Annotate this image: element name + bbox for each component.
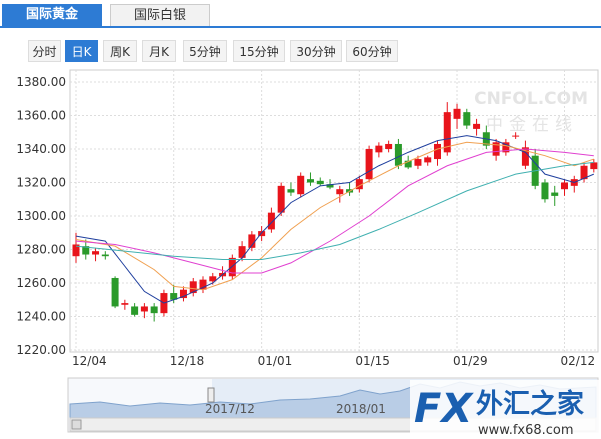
candle-body — [394, 143, 402, 166]
tab[interactable]: 国际黄金 — [2, 4, 102, 26]
candle-body — [131, 306, 139, 315]
watermark-name: 中金在线 — [486, 115, 578, 135]
candle-body — [492, 142, 500, 156]
candle-body — [355, 179, 363, 190]
x-tick-label: 01/29 — [453, 354, 488, 368]
plot-area — [69, 69, 599, 353]
candle-body — [150, 306, 158, 314]
y-tick-label: 1240.00 — [16, 310, 66, 324]
candle-body — [92, 251, 100, 255]
candle-body — [541, 182, 549, 200]
candle-body — [424, 157, 432, 163]
tab[interactable]: 国际白银 — [110, 4, 210, 26]
candle-body — [228, 257, 236, 277]
candle-body — [72, 244, 80, 257]
period-button[interactable]: 15分钟 — [233, 40, 285, 62]
moving-average-line — [75, 141, 594, 291]
y-tick-label: 1260.00 — [16, 276, 66, 290]
candle-body — [258, 231, 266, 237]
logo-url: www.fx68.com — [478, 423, 574, 438]
candle-body — [248, 234, 256, 248]
y-tick-label: 1360.00 — [16, 109, 66, 123]
y-tick-label: 1220.00 — [16, 343, 66, 357]
candle-body — [463, 112, 471, 126]
moving-average-line — [75, 148, 594, 274]
candle-body — [336, 189, 344, 195]
candle-body — [82, 246, 90, 255]
watermark-brand: CNFOL.COM — [474, 89, 588, 109]
candle-body — [209, 276, 217, 282]
candle-body — [590, 162, 598, 170]
candle-body — [267, 212, 275, 230]
period-button[interactable]: 月K — [142, 40, 176, 62]
logo-name: 外汇之家 — [476, 388, 584, 420]
candle-body — [414, 159, 422, 166]
candle-body — [433, 143, 441, 160]
candle-body — [326, 184, 334, 188]
candle-body — [277, 185, 285, 213]
period-button[interactable]: 5分钟 — [183, 40, 227, 62]
navigator-handle[interactable] — [207, 387, 215, 403]
candle-body — [287, 189, 295, 193]
logo-bg — [410, 380, 601, 439]
candle-body — [580, 165, 588, 180]
period-button[interactable]: 30分钟 — [290, 40, 342, 62]
candle-body — [502, 142, 510, 153]
candle-body — [443, 112, 451, 153]
x-tick-label: 01/15 — [355, 354, 390, 368]
candle-body — [238, 246, 246, 258]
candle-body — [375, 145, 383, 153]
x-tick-label: 02/12 — [561, 354, 596, 368]
candle-body — [297, 175, 305, 195]
candle-body — [306, 179, 314, 183]
period-button[interactable]: 分时 — [28, 40, 61, 62]
candle-body — [521, 147, 529, 166]
candle-body — [189, 281, 197, 294]
logo: FX 外汇之家 www.fx68.com — [410, 380, 601, 439]
moving-average-line — [75, 161, 594, 261]
candle-body — [365, 149, 373, 180]
candle-body — [512, 135, 520, 137]
period-button[interactable]: 60分钟 — [346, 40, 398, 62]
x-tick-label: 12/18 — [170, 354, 205, 368]
candle-body — [385, 143, 393, 149]
candle-body — [316, 180, 324, 185]
period-button[interactable]: 日K — [65, 40, 98, 62]
candle-body — [453, 108, 461, 119]
navigator-label: 2017/12 — [205, 402, 255, 416]
candle-body — [140, 306, 148, 312]
candle-body — [551, 192, 559, 196]
candle-body — [199, 279, 207, 290]
candle-body — [179, 289, 187, 299]
y-tick-label: 1380.00 — [16, 75, 66, 89]
candle-body — [404, 160, 412, 168]
y-tick-label: 1340.00 — [16, 142, 66, 156]
navigator-label: 2018/01 — [336, 402, 386, 416]
x-tick-label: 12/04 — [72, 354, 107, 368]
x-tick-label: 01/01 — [258, 354, 293, 368]
y-tick-label: 1300.00 — [16, 209, 66, 223]
candle-body — [101, 254, 109, 257]
candle-body — [561, 182, 568, 190]
candle-body — [111, 277, 119, 307]
candle-body — [170, 293, 178, 300]
period-button[interactable]: 周K — [103, 40, 137, 62]
y-tick-label: 1320.00 — [16, 176, 66, 190]
candle-body — [473, 123, 481, 129]
candle-body — [121, 303, 129, 305]
logo-mark: FX — [414, 386, 474, 432]
tab-bar: 国际黄金 国际白银 — [0, 0, 601, 28]
scroll-left[interactable] — [71, 419, 82, 430]
y-tick-label: 1280.00 — [16, 243, 66, 257]
